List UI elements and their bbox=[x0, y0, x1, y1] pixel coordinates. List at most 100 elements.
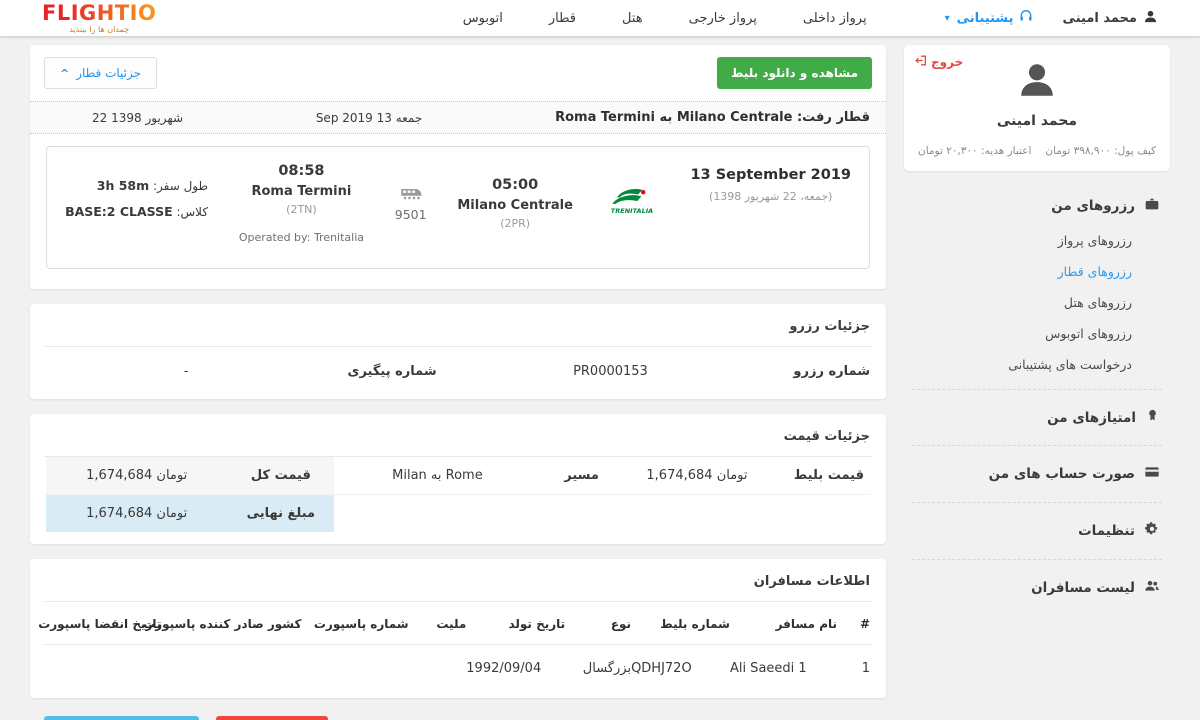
support-request-button[interactable]: درخواست پشتیبانی bbox=[44, 716, 200, 720]
nav-international-flight[interactable]: پرواز خارجی bbox=[688, 10, 757, 26]
user-icon bbox=[1143, 9, 1158, 28]
wallet-balance: کیف پول: ۳۹۸,۹۰۰ تومان bbox=[1045, 145, 1156, 157]
col-ticket-number: شماره بلیط bbox=[660, 617, 730, 631]
divider bbox=[912, 389, 1162, 390]
medal-icon bbox=[1145, 408, 1160, 427]
total-price-value: 1,674,684 تومان bbox=[46, 457, 228, 495]
col-nationality: ملیت bbox=[436, 617, 467, 631]
col-birth-date: تاریخ تولد bbox=[508, 617, 566, 631]
col-passport-number: شماره پاسپورت bbox=[313, 617, 409, 631]
route-value: Rome به Milan bbox=[334, 457, 541, 495]
main-nav: پرواز داخلی پرواز خارجی هتل قطار اتوبوس bbox=[463, 11, 867, 26]
svg-text:TRENITALIA: TRENITALIA bbox=[611, 207, 653, 215]
flightio-logo[interactable]: FLIGHTIO چمدان ها را ببندید bbox=[42, 2, 156, 34]
ticket-price-label: قیمت بلیط bbox=[771, 457, 870, 495]
departure-station-code: (2PR) bbox=[500, 217, 531, 230]
duration-label: طول سفر: bbox=[152, 179, 209, 193]
chevron-up-icon: ^ bbox=[60, 66, 70, 80]
journey-details: 13 September 2019 (جمعه، 22 شهریور 1398)… bbox=[46, 146, 870, 269]
top-header: محمد امینی پشتیبانی ▾ پرواز داخلی پرواز … bbox=[0, 0, 1200, 36]
trip-card: مشاهده و دانلود بلیط جزئیات قطار ^ قطار … bbox=[30, 45, 886, 289]
price-row-1: قیمت بلیط 1,674,684 تومان مسیر Rome به M… bbox=[46, 457, 870, 495]
duration-value: 3h 58m bbox=[96, 178, 150, 193]
sidebar-item-hotel-reservations[interactable]: رزروهای هتل bbox=[1063, 295, 1132, 310]
account-sidebar: خروج محمد امینی کیف پول: ۳۹۸,۹۰۰ تومان ا… bbox=[904, 45, 1170, 607]
arrival-block: 08:58 Roma Termini (2TN) Operated by: Tr… bbox=[239, 163, 364, 244]
price-row-2: مبلغ نهایی 1,674,684 تومان bbox=[46, 495, 870, 532]
passengers-table-header: # نام مسافر شماره بلیط نوع تاریخ تولد مل… bbox=[38, 602, 872, 645]
sidebar-item-bus-reservations[interactable]: رزروهای اتوبوس bbox=[1045, 326, 1132, 341]
sidebar-item-my-invoices[interactable]: صورت حساب های من bbox=[912, 455, 1162, 493]
train-number-block: 9501 bbox=[395, 186, 427, 222]
passengers-title: اطلاعات مسافران bbox=[44, 571, 872, 602]
ticket-price-value: 1,674,684 تومان bbox=[622, 457, 772, 495]
trip-date-gregorian: جمعه 13 Sep 2019 bbox=[315, 110, 423, 125]
tracking-number-value: - bbox=[183, 364, 189, 379]
journey-date: 13 September 2019 bbox=[690, 167, 851, 183]
sidebar-item-settings[interactable]: تنظیمات bbox=[912, 512, 1162, 550]
page-body: خروج محمد امینی کیف پول: ۳۹۸,۹۰۰ تومان ا… bbox=[0, 36, 1200, 720]
reservation-details-card: جزئیات رزرو شماره رزرو PR0000153 شماره پ… bbox=[30, 304, 886, 399]
support-label: پشتیبانی bbox=[956, 10, 1014, 26]
nav-domestic-flight[interactable]: پرواز داخلی bbox=[802, 10, 867, 26]
refund-ticket-button[interactable]: استرداد بلیط bbox=[216, 716, 328, 720]
user-name: محمد امینی bbox=[1062, 10, 1137, 26]
divider bbox=[912, 502, 1162, 503]
departure-station: Milano Centrale bbox=[457, 198, 573, 213]
sidebar-item-passenger-list[interactable]: لیست مسافران bbox=[912, 569, 1162, 607]
departure-block: 05:00 Milano Centrale (2PR) bbox=[457, 177, 573, 230]
sidebar-item-flight-reservations[interactable]: رزروهای پرواز bbox=[1057, 233, 1132, 248]
trip-date-jalali: 22 شهریور 1398 bbox=[92, 110, 184, 125]
train-number: 9501 bbox=[394, 206, 427, 222]
nav-bus[interactable]: اتوبوس bbox=[462, 10, 503, 26]
support-menu[interactable]: پشتیبانی ▾ bbox=[945, 9, 1033, 27]
col-type: نوع bbox=[610, 617, 632, 631]
sidebar-item-my-points[interactable]: امتیازهای من bbox=[912, 399, 1162, 436]
trip-summary-strip: قطار رفت: Milano Centrale به Roma Termin… bbox=[30, 101, 886, 134]
final-amount-value: 1,674,684 تومان bbox=[46, 495, 228, 532]
gear-icon bbox=[1144, 521, 1160, 541]
trip-info-block: طول سفر: 3h 58m کلاس: BASE:2 CLASSE bbox=[65, 173, 208, 226]
nav-hotel[interactable]: هتل bbox=[622, 10, 643, 26]
booking-detail-panel: مشاهده و دانلود بلیط جزئیات قطار ^ قطار … bbox=[30, 45, 886, 720]
logout-button[interactable]: خروج bbox=[914, 54, 963, 70]
credit-card-icon bbox=[1144, 464, 1160, 484]
price-details-card: جزئیات قیمت قیمت بلیط 1,674,684 تومان مس… bbox=[30, 414, 886, 544]
arrival-station-code: (2TN) bbox=[286, 203, 317, 216]
total-price-label: قیمت کل bbox=[227, 457, 335, 495]
reservation-number-label: شماره رزرو bbox=[793, 364, 870, 379]
reservation-row: شماره رزرو PR0000153 شماره پیگیری - bbox=[44, 347, 872, 387]
col-passport-country: کشور صادر کننده پاسپورت bbox=[143, 617, 302, 631]
sidebar-item-my-reservations[interactable]: رزروهای من bbox=[912, 187, 1162, 225]
sidebar-item-support-requests[interactable]: درخواست های پشتیبانی bbox=[1008, 357, 1132, 372]
sidebar-item-train-reservations[interactable]: رزروهای قطار bbox=[1057, 264, 1132, 279]
bottom-actions: استرداد بلیط درخواست پشتیبانی bbox=[30, 713, 886, 720]
profile-name: محمد امینی bbox=[996, 113, 1078, 129]
train-details-toggle-button[interactable]: جزئیات قطار ^ bbox=[44, 57, 158, 89]
sidebar-menu: رزروهای من رزروهای پرواز رزروهای قطار رز… bbox=[904, 171, 1170, 607]
departure-time: 05:00 bbox=[492, 177, 539, 193]
nav-train[interactable]: قطار bbox=[548, 10, 577, 26]
route-label: مسیر bbox=[540, 457, 623, 495]
divider bbox=[912, 445, 1162, 446]
col-index: # bbox=[859, 617, 870, 631]
reservation-number-value: PR0000153 bbox=[573, 364, 648, 379]
final-amount-label: مبلغ نهایی bbox=[227, 495, 335, 532]
class-label: کلاس: bbox=[176, 205, 209, 220]
arrival-station: Roma Termini bbox=[251, 184, 352, 199]
price-details-title: جزئیات قیمت bbox=[44, 426, 872, 457]
avatar bbox=[1016, 59, 1058, 105]
journey-date-jalali: (جمعه، 22 شهریور 1398) bbox=[709, 190, 833, 203]
trenitalia-logo: TRENITALIA bbox=[604, 186, 660, 222]
logout-label: خروج bbox=[931, 55, 964, 69]
divider bbox=[912, 559, 1162, 560]
profile-card: خروج محمد امینی کیف پول: ۳۹۸,۹۰۰ تومان ا… bbox=[904, 45, 1170, 171]
chevron-down-icon: ▾ bbox=[944, 12, 950, 24]
train-icon bbox=[399, 188, 423, 204]
headset-icon bbox=[1019, 9, 1033, 27]
user-menu[interactable]: محمد امینی bbox=[1063, 9, 1158, 28]
people-icon bbox=[1144, 578, 1160, 598]
gift-credit: اعتبار هدیه: ۲۰,۳۰۰ تومان bbox=[918, 145, 1032, 157]
view-download-ticket-button[interactable]: مشاهده و دانلود بلیط bbox=[717, 57, 872, 89]
logo-tagline: چمدان ها را ببندید bbox=[69, 24, 130, 34]
